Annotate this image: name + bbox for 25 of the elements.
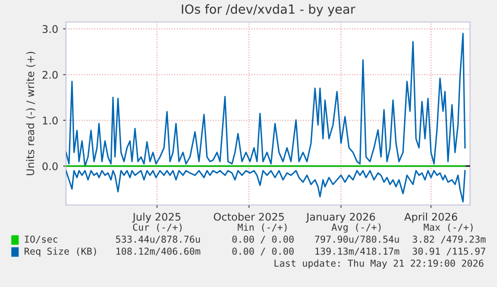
legend-label: Req Size (KB) bbox=[24, 247, 96, 257]
y-tick-label: 2.0 bbox=[42, 70, 58, 79]
text: 3.82 /479.23m bbox=[412, 236, 486, 244]
x-tick-label: April 2026 bbox=[404, 212, 458, 223]
legend-label: IO/sec bbox=[24, 236, 58, 244]
chart-title: IOs for /dev/xvda1 - by year bbox=[182, 4, 356, 16]
text: 533.44u/878.76u bbox=[116, 236, 200, 244]
x-tick-label: January 2026 bbox=[306, 212, 375, 223]
x-tick-label: October 2025 bbox=[214, 212, 284, 221]
y-tick-label: 0.0 bbox=[42, 162, 58, 170]
text: Last update: Thu May 21 22:19:00 2026 bbox=[274, 259, 484, 269]
y-tick-label: 3.0 bbox=[42, 25, 58, 33]
y-tick-label: 1.0 bbox=[42, 116, 58, 124]
y-axis-title: Units read (-) / write (+) bbox=[26, 52, 36, 176]
text: 0.00 / 0.00 bbox=[232, 248, 294, 256]
text: 108.12m/406.60m bbox=[116, 248, 200, 256]
text: 139.13m/418.17m bbox=[315, 248, 400, 256]
text: Max (-/+) bbox=[424, 223, 473, 232]
x-tick-label: July 2025 bbox=[132, 212, 180, 223]
text: 797.90u/780.54u bbox=[314, 236, 399, 244]
text: Min (-/+) bbox=[238, 223, 287, 232]
text: 0.00 / 0.00 bbox=[232, 236, 294, 244]
text: 30.91 /115.97 bbox=[412, 248, 486, 256]
text: Avg (-/+) bbox=[332, 223, 381, 233]
text: Cur (-/+) bbox=[133, 223, 182, 232]
